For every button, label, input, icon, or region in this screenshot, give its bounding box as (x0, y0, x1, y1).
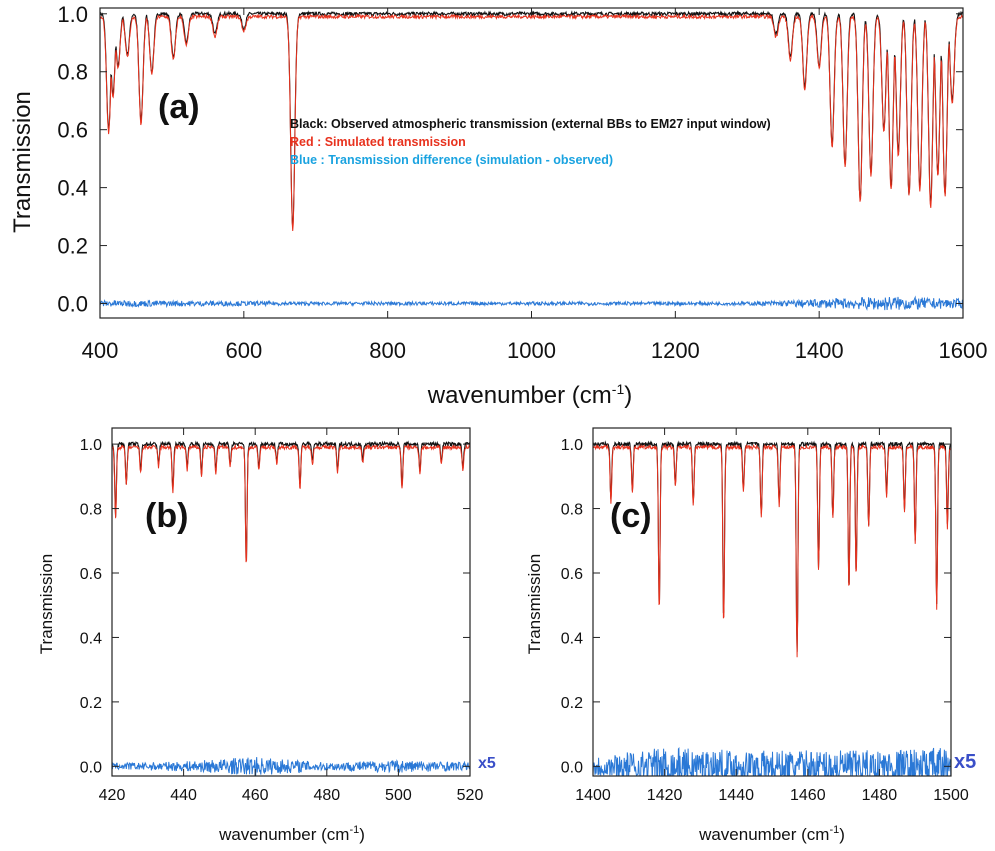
panel-b-ticks: 420 440 460 480 500 520 0.0 0.2 0.4 0.6 0.8 1.0 (80, 428, 484, 804)
panel-b-plot-frame (111, 427, 471, 777)
panel-a-x-tick-label: 800 (369, 338, 406, 363)
panel-c-label: (c) (610, 497, 652, 535)
panel-a-x-tick-label: 600 (225, 338, 262, 363)
panel-b-y-tick-label: 0.2 (80, 695, 102, 712)
legend-entry-difference: Blue : Transmission difference (simulati… (290, 153, 613, 167)
panel-b-x-axis-title-main: wavenumber (cm (218, 825, 349, 844)
panel-c-x-axis-title-sup: -1 (829, 824, 839, 836)
panel-c-x-tick-label: 1460 (790, 787, 826, 804)
panel-a-series-difference-line (100, 295, 963, 311)
panel-a-chart: 400 600 800 1000 1200 1400 1600 0.0 0.2 0.4 0.6 0.8… (9, 2, 987, 409)
panel-b-x-axis-title-end: ) (359, 825, 365, 844)
panel-c-y-tick-label: 1.0 (561, 437, 583, 454)
panel-b-series-simulated-line (112, 443, 470, 563)
panel-c-x-axis-title: wavenumber (cm-1) (698, 824, 845, 844)
panel-a-x-tick-label: 1600 (939, 338, 988, 363)
panel-b-multiplier-label: x5 (478, 755, 496, 772)
panel-b-series-layer (112, 440, 470, 776)
panel-a-series-layer (100, 10, 963, 311)
panel-c-x-axis-title-end: ) (839, 825, 845, 844)
panel-b-chart: 420 440 460 480 500 520 0.0 0.2 0.4 0.6 0.8 1.0 (b)… (37, 427, 496, 844)
panel-c-multiplier-label: x5 (954, 751, 976, 773)
panel-c-series-difference-line (593, 746, 951, 776)
panel-c-y-tick-label: 0.4 (561, 630, 583, 647)
panel-c-plot-frame (592, 427, 952, 777)
legend-entry-observed: Black: Observed atmospheric transmission… (290, 117, 771, 131)
panel-c-x-axis-title-main: wavenumber (cm (698, 825, 829, 844)
panel-a-x-axis-title-main: wavenumber (cm (427, 382, 612, 409)
panel-a-x-axis-title-sup: -1 (612, 381, 625, 397)
panel-a-y-tick-label: 0.0 (57, 292, 88, 317)
panel-a-legend: Black: Observed atmospheric transmission… (290, 117, 771, 167)
panel-c-series-observed-line (593, 440, 951, 652)
panel-a-ticks: 400 600 800 1000 1200 1400 1600 0.0 0.2 0.4 0.6 0.8… (57, 2, 987, 363)
panel-c-x-tick-label: 1500 (933, 787, 969, 804)
panel-b-series-difference-line (112, 757, 470, 776)
panel-c-x-tick-label: 1480 (862, 787, 898, 804)
panel-c-y-tick-label: 0.8 (561, 502, 583, 519)
panel-b-x-axis-title-sup: -1 (349, 824, 359, 836)
panel-a-series-simulated-line (100, 13, 963, 232)
panel-b-x-tick-label: 520 (457, 787, 484, 804)
panel-c-x-tick-label: 1440 (718, 787, 754, 804)
panel-c-chart: 1400 1420 1440 1460 1480 1500 0.0 0.2 0.4 0.6 0.8 1… (525, 427, 976, 844)
panel-b-label: (b) (145, 497, 188, 535)
panel-b-y-axis-title: Transmission (37, 554, 56, 654)
panel-c-series-simulated-line (593, 443, 951, 658)
panel-a-x-tick-label: 1400 (795, 338, 844, 363)
panel-b-y-tick-label: 0.4 (80, 630, 102, 647)
panel-a-x-axis-title-end: ) (624, 382, 632, 409)
panel-b-x-tick-label: 500 (385, 787, 412, 804)
panel-a-y-tick-label: 0.8 (57, 60, 88, 85)
panel-a-x-tick-label: 400 (82, 338, 119, 363)
panel-a-y-tick-label: 0.6 (57, 118, 88, 143)
panel-c-y-tick-label: 0.2 (561, 695, 583, 712)
panel-a-x-tick-label: 1200 (651, 338, 700, 363)
panel-b-x-tick-label: 440 (170, 787, 197, 804)
panel-a-y-axis-title: Transmission (9, 91, 36, 233)
panel-c-y-tick-label: 0.6 (561, 566, 583, 583)
panel-b-y-tick-label: 0.0 (80, 759, 102, 776)
panel-c-x-tick-label: 1420 (647, 787, 683, 804)
panel-a-label: (a) (158, 88, 200, 126)
panel-c-ticks: 1400 1420 1440 1460 1480 1500 0.0 0.2 0.4 0.6 0.8 1… (561, 428, 969, 804)
panel-b-x-tick-label: 420 (99, 787, 126, 804)
panel-b-y-tick-label: 0.6 (80, 566, 102, 583)
panel-a-y-tick-label: 0.2 (57, 234, 88, 259)
panel-c-x-tick-label: 1400 (575, 787, 611, 804)
panel-b-y-tick-label: 0.8 (80, 502, 102, 519)
panel-b-x-tick-label: 480 (313, 787, 340, 804)
panel-a-x-tick-label: 1000 (507, 338, 556, 363)
panel-a-y-tick-label: 1.0 (57, 2, 88, 27)
panel-c-y-axis-title: Transmission (525, 554, 544, 654)
panel-a-y-tick-label: 0.4 (57, 176, 88, 201)
panel-b-y-tick-label: 1.0 (80, 437, 102, 454)
panel-a-x-axis-title: wavenumber (cm-1) (427, 381, 633, 409)
panel-c-series-layer (593, 440, 951, 776)
panel-b-x-axis-title: wavenumber (cm-1) (218, 824, 365, 844)
panel-c-y-tick-label: 0.0 (561, 759, 583, 776)
panel-b-x-tick-label: 460 (242, 787, 269, 804)
legend-entry-simulated: Red : Simulated transmission (290, 135, 466, 149)
